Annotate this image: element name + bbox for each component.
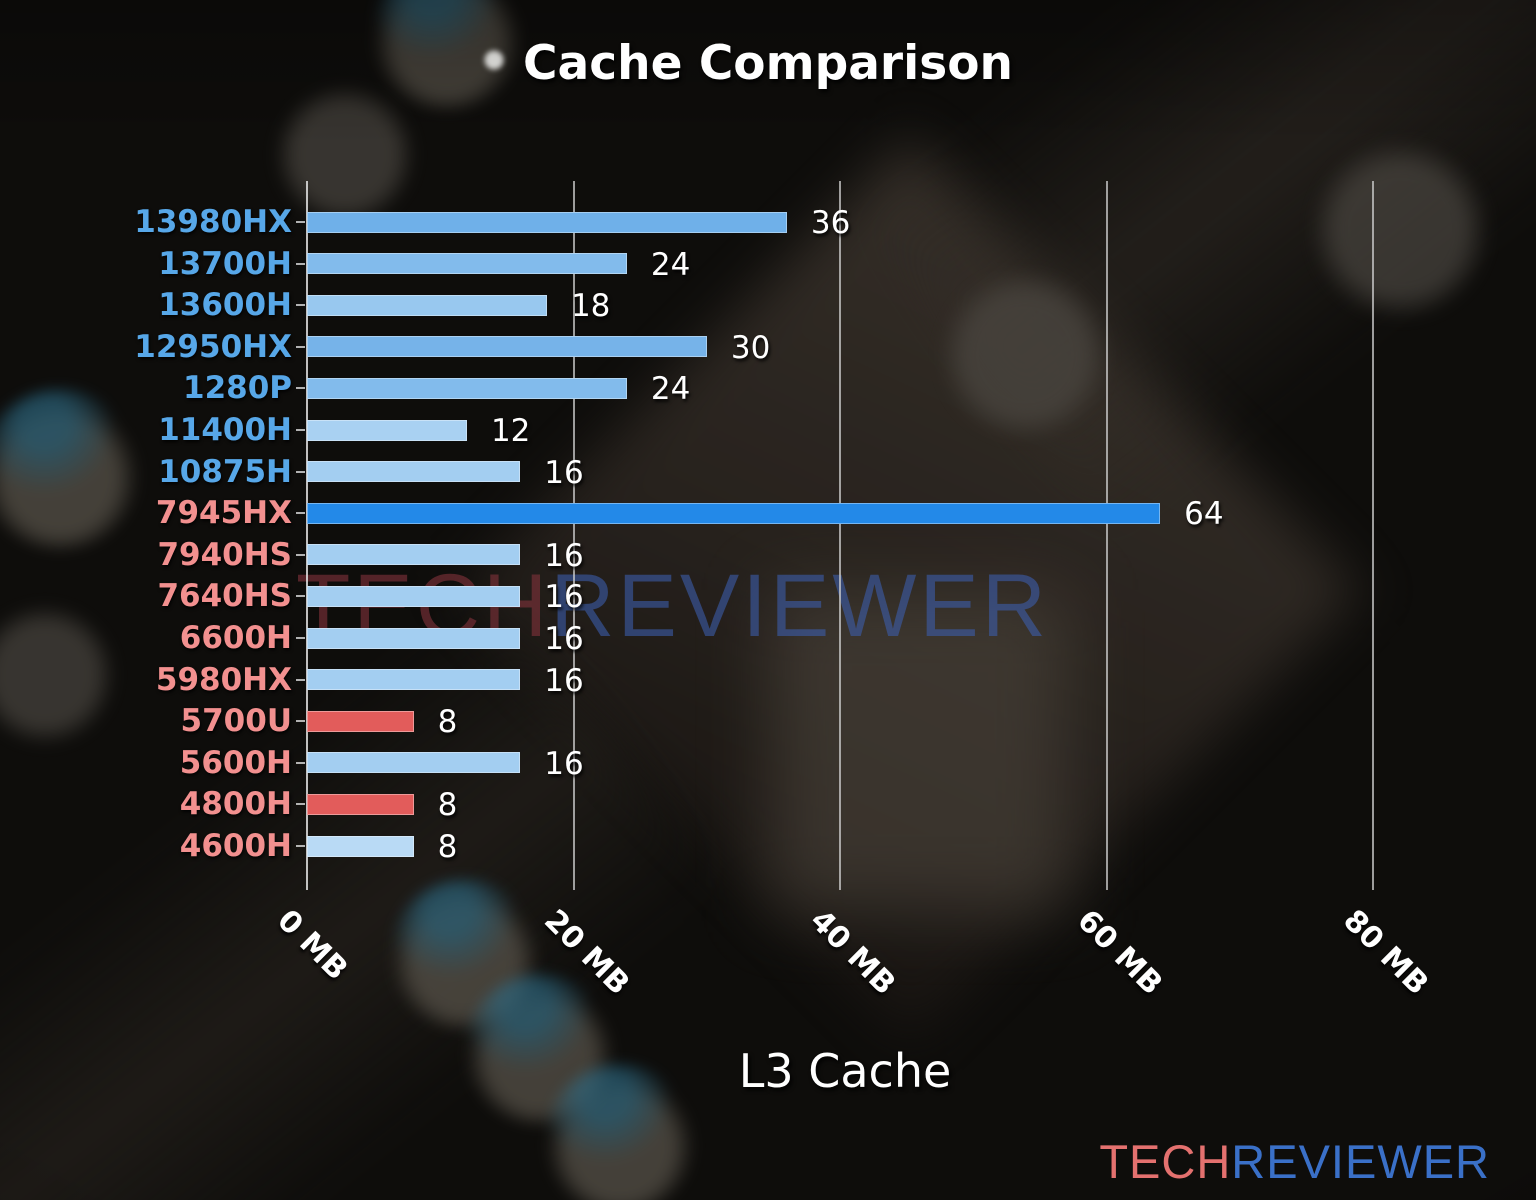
- logo-tech: TECH: [1099, 1135, 1232, 1188]
- y-tick: [296, 470, 305, 473]
- category-label: 11400H: [158, 412, 292, 448]
- category-label: 10875H: [158, 453, 292, 490]
- category-label: 12950HX: [134, 328, 292, 365]
- techreviewer-logo: TECHREVIEWER: [1099, 1134, 1490, 1189]
- value-label: 16: [544, 454, 584, 491]
- category-label: 4600H: [179, 828, 292, 864]
- x-tick-label: 80 MB: [1336, 903, 1436, 1002]
- logo-reviewer: REVIEWER: [1231, 1135, 1490, 1188]
- bar: [307, 710, 414, 732]
- value-label: 12: [490, 413, 531, 449]
- bar: [307, 211, 787, 233]
- category-label: 1280P: [183, 370, 292, 407]
- category-label: 7640HS: [157, 578, 292, 615]
- value-label: 16: [544, 579, 584, 616]
- y-tick: [296, 595, 305, 598]
- category-label: 5980HX: [155, 661, 292, 698]
- value-label: 24: [650, 246, 691, 283]
- bar: [307, 627, 521, 649]
- x-axis-label: L3 Cache: [738, 1044, 952, 1098]
- y-tick: [296, 345, 305, 348]
- value-label: 16: [544, 621, 584, 657]
- bar: [307, 793, 414, 815]
- y-tick: [296, 387, 305, 390]
- x-tick-label: 0 MB: [270, 903, 355, 988]
- x-tick-label: 60 MB: [1070, 903, 1169, 1002]
- y-tick: [296, 512, 305, 515]
- category-label: 6600H: [179, 620, 292, 656]
- bar: [307, 752, 521, 774]
- gridline: [1372, 181, 1375, 890]
- y-tick: [296, 304, 305, 307]
- y-tick: [296, 678, 305, 681]
- y-tick: [296, 553, 305, 556]
- y-tick: [296, 845, 305, 847]
- category-label: 5700U: [180, 703, 292, 740]
- bar: [307, 502, 1161, 524]
- value-label: 36: [810, 205, 851, 241]
- value-label: 18: [570, 288, 611, 325]
- bar: [307, 585, 521, 607]
- x-tick-label: 40 MB: [803, 903, 903, 1002]
- value-label: 8: [437, 829, 458, 865]
- category-label: 13700H: [158, 245, 292, 282]
- bar: [307, 336, 707, 358]
- category-label: 7940HS: [157, 536, 292, 573]
- value-label: 64: [1184, 496, 1224, 533]
- category-label: 13980HX: [134, 204, 292, 240]
- category-label: 5600H: [179, 744, 292, 781]
- bar: [307, 419, 467, 441]
- value-label: 30: [730, 329, 771, 366]
- value-label: 16: [544, 537, 584, 574]
- bar: [307, 544, 521, 566]
- bar: [307, 377, 627, 399]
- y-tick: [296, 720, 305, 723]
- y-tick: [296, 262, 305, 265]
- bar: [307, 294, 547, 316]
- category-label: 7945HX: [155, 495, 292, 532]
- y-tick: [296, 803, 305, 806]
- bar: [307, 253, 627, 275]
- y-tick: [296, 221, 305, 223]
- gridline: [839, 181, 842, 890]
- value-label: 24: [650, 371, 691, 408]
- gridline: [572, 181, 575, 890]
- category-label: 13600H: [158, 287, 292, 324]
- value-label: 8: [437, 787, 458, 824]
- bar: [307, 669, 521, 691]
- value-label: 8: [437, 704, 458, 741]
- value-label: 16: [544, 745, 584, 782]
- chart-title: Cache Comparison: [523, 36, 1013, 91]
- y-axis-spine: [306, 181, 308, 890]
- y-tick: [296, 761, 305, 764]
- gridline: [1105, 181, 1108, 890]
- category-label: 4800H: [179, 786, 292, 823]
- bar: [307, 461, 521, 483]
- watermark-reviewer: REVIEWER: [550, 555, 1050, 655]
- y-tick: [296, 637, 305, 639]
- bar: [307, 835, 414, 857]
- x-tick-label: 20 MB: [536, 903, 636, 1002]
- y-tick: [296, 429, 305, 431]
- value-label: 16: [544, 662, 584, 699]
